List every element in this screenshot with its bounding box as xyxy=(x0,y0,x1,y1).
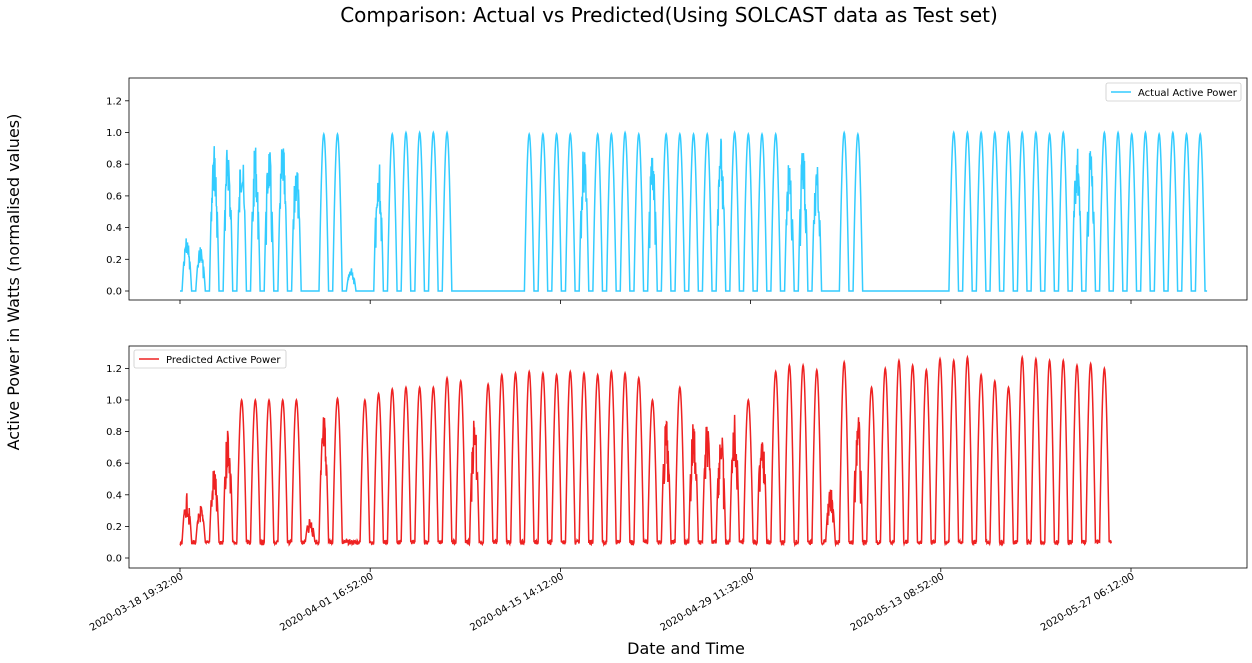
x-tick-label: 2020-05-13 08:52:00 xyxy=(849,571,946,634)
figure-title: Comparison: Actual vs Predicted(Using SO… xyxy=(340,3,998,27)
series-line-predicted xyxy=(179,354,1112,548)
x-tick-label: 2020-05-27 06:12:00 xyxy=(1039,571,1136,634)
y-tick-label: 0.2 xyxy=(106,522,122,533)
y-tick-label: 0.6 xyxy=(106,459,122,470)
legend-label: Predicted Active Power xyxy=(166,355,281,366)
y-tick-label: 0.2 xyxy=(106,255,122,266)
x-tick-label: 2020-03-18 19:32:00 xyxy=(88,571,185,634)
y-tick-label: 0.8 xyxy=(106,160,122,171)
y-tick-label: 1.0 xyxy=(106,396,122,407)
actual-power-panel: 0.0 0.2 0.4 0.6 0.8 1.0 1.2 Actual Active Power xyxy=(106,77,1248,301)
legend-box xyxy=(1105,82,1242,102)
y-tick-label: 0.6 xyxy=(106,191,122,202)
legend: Predicted Active Power xyxy=(133,349,287,369)
legend-label: Actual Active Power xyxy=(1138,88,1238,99)
y-tick-label: 1.2 xyxy=(106,364,122,375)
x-tick-label: 2020-04-29 11:32:00 xyxy=(659,571,756,634)
series-line-actual xyxy=(180,130,1208,292)
y-tick-label: 0.4 xyxy=(106,223,122,234)
legend-box xyxy=(133,349,287,369)
x-tick-label: 2020-04-15 14:12:00 xyxy=(468,571,565,634)
y-tick-label: 0.4 xyxy=(106,490,122,501)
x-axis-label: Date and Time xyxy=(627,639,745,658)
axes-frame xyxy=(128,345,1248,569)
y-tick-label: 0.8 xyxy=(106,427,122,438)
predicted-power-panel: 0.0 0.2 0.4 0.6 0.8 1.0 1.2 Predicted Active Po… xyxy=(106,345,1248,569)
y-tick-label: 1.2 xyxy=(106,96,122,107)
axes-frame xyxy=(128,77,1248,301)
y-tick-label: 1.0 xyxy=(106,128,122,139)
y-tick-label: 0.0 xyxy=(106,554,122,565)
x-tick-label: 2020-04-01 16:52:00 xyxy=(278,571,375,634)
y-axis-label: Active Power in Watts (normalised values… xyxy=(4,114,23,451)
legend: Actual Active Power xyxy=(1105,82,1242,102)
y-tick-label: 0.0 xyxy=(106,287,122,298)
